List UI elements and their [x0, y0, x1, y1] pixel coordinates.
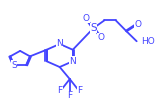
Text: HO: HO [141, 37, 155, 46]
Text: F: F [67, 91, 72, 100]
Text: O: O [83, 14, 90, 23]
Text: F: F [77, 86, 82, 95]
Text: S: S [11, 61, 17, 70]
Text: O: O [97, 33, 104, 43]
Text: O: O [135, 20, 142, 29]
Text: F: F [57, 86, 62, 95]
Text: N: N [56, 40, 63, 49]
Text: N: N [69, 57, 76, 66]
Text: S: S [90, 23, 97, 33]
